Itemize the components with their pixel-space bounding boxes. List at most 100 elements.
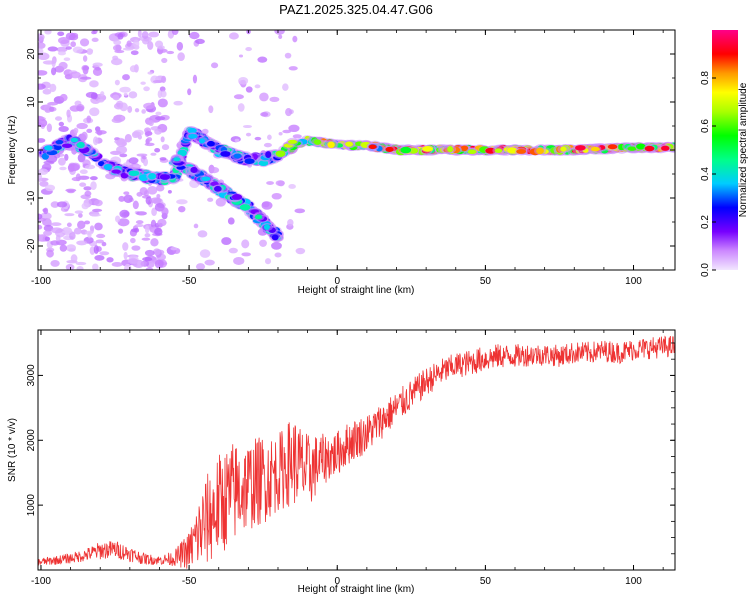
ridge-blob xyxy=(327,141,335,149)
speckle-blob xyxy=(82,55,88,62)
ridge-blob xyxy=(128,170,140,177)
speckle-blob xyxy=(59,166,67,171)
speckle-blob xyxy=(100,91,105,97)
speckle-blob xyxy=(112,55,119,61)
speckle-blob xyxy=(127,105,133,113)
speckle-blob xyxy=(228,247,238,254)
speckle-blob xyxy=(78,213,83,218)
ridge-blob xyxy=(661,145,670,151)
speckle-blob xyxy=(274,30,285,35)
speckle-blob xyxy=(65,46,72,50)
speckle-blob xyxy=(38,138,46,143)
speckle-blob xyxy=(70,41,76,48)
speckle-blob xyxy=(117,33,124,40)
speckle-blob xyxy=(75,173,81,182)
speckle-blob xyxy=(254,136,262,141)
speckle-blob xyxy=(132,131,142,137)
ridge-blob xyxy=(422,146,434,152)
speckle-blob xyxy=(65,263,75,270)
speckle-blob xyxy=(84,164,96,170)
speckle-blob xyxy=(43,230,53,236)
speckle-blob xyxy=(92,208,103,212)
speckle-blob xyxy=(278,34,283,39)
speckle-blob xyxy=(233,257,245,265)
speckle-blob xyxy=(208,105,214,114)
speckle-blob xyxy=(114,79,120,86)
ridge-blob xyxy=(560,146,567,152)
speckle-blob xyxy=(38,83,46,90)
colorbar-tick-label: 0.2 xyxy=(700,215,711,229)
snr-frame xyxy=(37,329,676,571)
speckle-blob xyxy=(55,234,61,242)
ridge-blob xyxy=(61,143,73,148)
speckle-blob xyxy=(57,31,65,37)
speckle-blob xyxy=(266,181,274,185)
speckle-blob xyxy=(38,213,43,220)
speckle-blob xyxy=(167,189,172,194)
speckle-blob xyxy=(89,246,96,255)
speckle-blob xyxy=(271,192,282,200)
speckle-blob xyxy=(118,228,124,234)
speckle-blob xyxy=(77,175,90,180)
speckle-blob xyxy=(51,67,57,76)
speckle-blob xyxy=(146,131,153,136)
speckle-blob xyxy=(122,242,129,251)
speckle-blob xyxy=(156,184,165,192)
speckle-blob xyxy=(155,111,162,116)
speckle-blob xyxy=(111,117,123,123)
speckle-blob xyxy=(81,202,89,210)
speckle-blob xyxy=(95,239,104,244)
speckle-blob xyxy=(112,94,120,101)
speckle-blob xyxy=(140,81,146,85)
speckle-blob xyxy=(148,260,154,267)
ridge-blob xyxy=(467,149,477,155)
speckle-blob xyxy=(119,153,128,158)
speckle-blob xyxy=(143,86,150,92)
speckle-blob xyxy=(46,249,54,258)
speckle-blob xyxy=(176,41,184,51)
ridge-blob xyxy=(345,141,353,147)
ridge-blob xyxy=(111,169,121,174)
speckle-blob xyxy=(171,30,179,35)
speckle-blob xyxy=(148,31,160,38)
speckle-blob xyxy=(46,123,52,133)
speckle-blob xyxy=(119,209,130,218)
speckle-blob xyxy=(215,197,226,207)
ridge-blob xyxy=(385,146,394,153)
x-tick-label: 100 xyxy=(625,276,642,287)
colorbar: 0.0 0.2 0.4 0.6 0.8 Normalized spectral ampl… xyxy=(700,30,749,277)
y-tick-label: 1000 xyxy=(26,494,37,517)
ridge-blob xyxy=(187,127,197,134)
speckle-blob xyxy=(47,101,59,106)
speckle-blob xyxy=(152,79,163,84)
speckle-blob xyxy=(94,255,105,261)
colorbar-tick-label: 0.6 xyxy=(700,119,711,133)
ridge-blob xyxy=(265,151,272,158)
speckle-blob xyxy=(157,98,168,108)
y-tick-label: 3000 xyxy=(26,364,37,387)
speckle-blob xyxy=(145,267,154,270)
colorbar-tick-label: 0.4 xyxy=(700,167,711,181)
speckle-blob xyxy=(58,36,70,45)
speckle-blob xyxy=(157,218,167,227)
x-tick-label: -50 xyxy=(182,576,197,587)
speckle-blob xyxy=(86,48,94,53)
speckle-blob xyxy=(119,102,128,112)
speckle-blob xyxy=(56,201,68,208)
speckle-blob xyxy=(92,62,103,67)
speckle-blob xyxy=(284,52,292,59)
speckle-blob xyxy=(93,245,99,254)
speckle-blob xyxy=(64,153,69,161)
snr-axes: -100 -50 0 50 100 1000 2000 3000 xyxy=(26,330,675,587)
speckle-blob xyxy=(97,98,105,103)
speckle-blob xyxy=(245,132,252,137)
speckle-blob xyxy=(292,134,302,139)
speckle-blob xyxy=(73,127,79,134)
speckle-blob xyxy=(76,122,88,130)
speckle-blob xyxy=(124,263,132,270)
speckle-blob xyxy=(93,199,103,207)
speckle-blob xyxy=(66,222,72,228)
speckle-blob xyxy=(79,38,90,47)
speckle-blob xyxy=(123,92,128,97)
